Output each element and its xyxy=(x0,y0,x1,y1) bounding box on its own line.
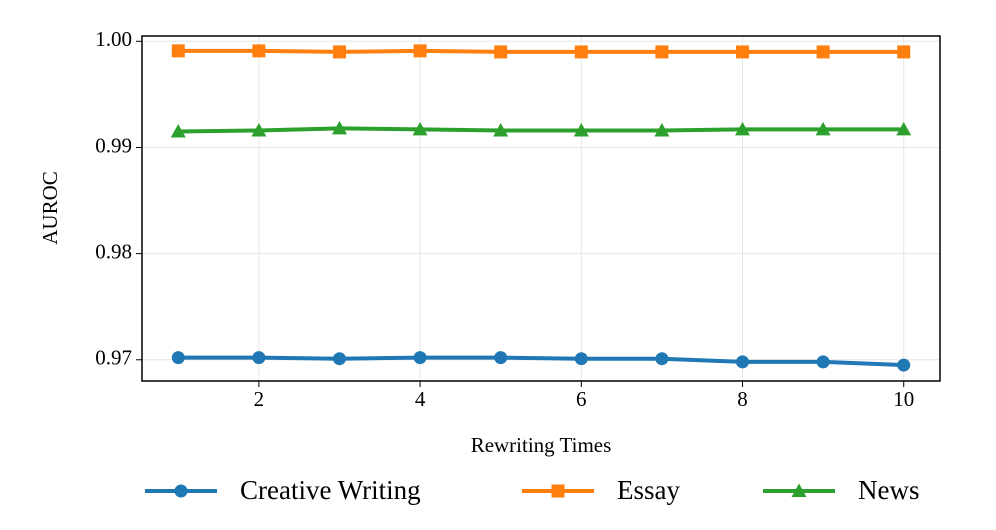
legend-marker xyxy=(551,484,565,498)
x-tick-label: 6 xyxy=(576,387,587,411)
marker xyxy=(493,122,509,137)
marker xyxy=(331,120,347,135)
legend-marker xyxy=(174,484,188,498)
x-tick-label: 4 xyxy=(415,387,426,411)
marker xyxy=(413,351,427,365)
marker xyxy=(332,45,346,59)
marker xyxy=(896,121,912,136)
marker xyxy=(654,122,670,137)
plot-frame xyxy=(141,35,941,382)
marker xyxy=(816,355,830,369)
y-tick-label: 1.00 xyxy=(95,27,132,51)
legend-label: Essay xyxy=(617,475,680,505)
marker xyxy=(332,352,346,366)
marker xyxy=(655,352,669,366)
marker xyxy=(735,121,751,136)
x-axis-label: Rewriting Times xyxy=(471,433,612,457)
marker xyxy=(412,121,428,136)
marker xyxy=(573,122,589,137)
x-tick-label: 8 xyxy=(737,387,748,411)
marker xyxy=(171,44,185,58)
legend-label: News xyxy=(858,475,920,505)
marker xyxy=(170,124,186,138)
series-line xyxy=(178,48,904,54)
legend-marker xyxy=(791,483,807,497)
marker xyxy=(252,44,266,58)
y-tick-label: 0.97 xyxy=(95,346,132,370)
series-line xyxy=(178,355,904,368)
marker xyxy=(494,45,508,59)
marker xyxy=(574,45,588,59)
marker xyxy=(252,351,266,365)
marker xyxy=(815,121,831,136)
marker xyxy=(251,122,267,137)
marker xyxy=(574,352,588,366)
marker xyxy=(736,45,750,59)
series-line xyxy=(178,126,904,134)
marker xyxy=(816,45,830,59)
marker xyxy=(655,45,669,59)
y-tick-label: 0.98 xyxy=(95,239,132,263)
x-tick-label: 10 xyxy=(893,387,914,411)
marker xyxy=(494,351,508,365)
marker xyxy=(897,45,911,59)
marker xyxy=(897,358,911,372)
y-tick-label: 0.99 xyxy=(95,133,132,157)
y-axis-label: AUROC xyxy=(38,171,62,245)
legend-label: Creative Writing xyxy=(240,475,421,505)
x-tick-label: 2 xyxy=(254,387,265,411)
marker xyxy=(736,355,750,369)
marker xyxy=(171,351,185,365)
marker xyxy=(413,44,427,58)
